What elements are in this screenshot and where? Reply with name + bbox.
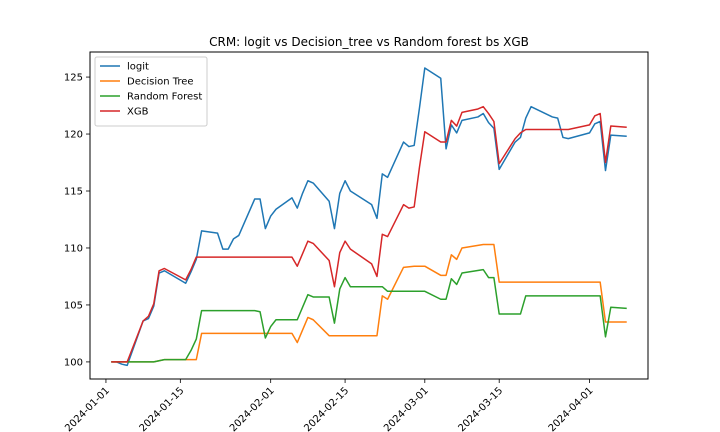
legend: logit Decision Tree Random Forest XGB (94, 56, 208, 127)
series-line-logit (111, 67, 627, 367)
series-line-xgb (111, 105, 627, 363)
series-line-random-forest (111, 268, 627, 363)
y-tick-label: 100 (64, 357, 83, 368)
y-tick-label: 105 (64, 300, 83, 311)
y-tick-label: 125 (64, 73, 83, 84)
x-tick-label: 2024-02-15 (302, 385, 351, 432)
y-tick-label: 110 (64, 243, 83, 254)
x-axis: 2024-01-01 2024-01-15 2024-02-01 2024-02-15… (63, 379, 596, 432)
legend-label: logit (127, 62, 149, 73)
series-line-decision-tree (111, 243, 627, 363)
y-axis: 100 105 110 115 120 125 (64, 73, 90, 368)
x-tick-label: 2024-01-15 (138, 385, 187, 432)
x-tick-label: 2024-01-01 (63, 385, 112, 432)
x-tick-label: 2024-03-15 (456, 385, 505, 432)
series-layer (111, 67, 627, 367)
legend-label: Decision Tree (127, 77, 194, 88)
x-tick-label: 2024-03-01 (382, 385, 431, 432)
y-tick-label: 115 (64, 187, 83, 198)
legend-label: Random Forest (127, 92, 202, 103)
x-tick-label: 2024-02-01 (228, 385, 277, 432)
legend-label: XGB (127, 107, 149, 118)
legend-frame (94, 56, 208, 127)
y-tick-label: 120 (64, 130, 83, 141)
chart-title: CRM: logit vs Decision_tree vs Random fo… (209, 35, 529, 49)
plot-frame (89, 51, 649, 380)
x-tick-label: 2024-04-01 (547, 385, 596, 432)
